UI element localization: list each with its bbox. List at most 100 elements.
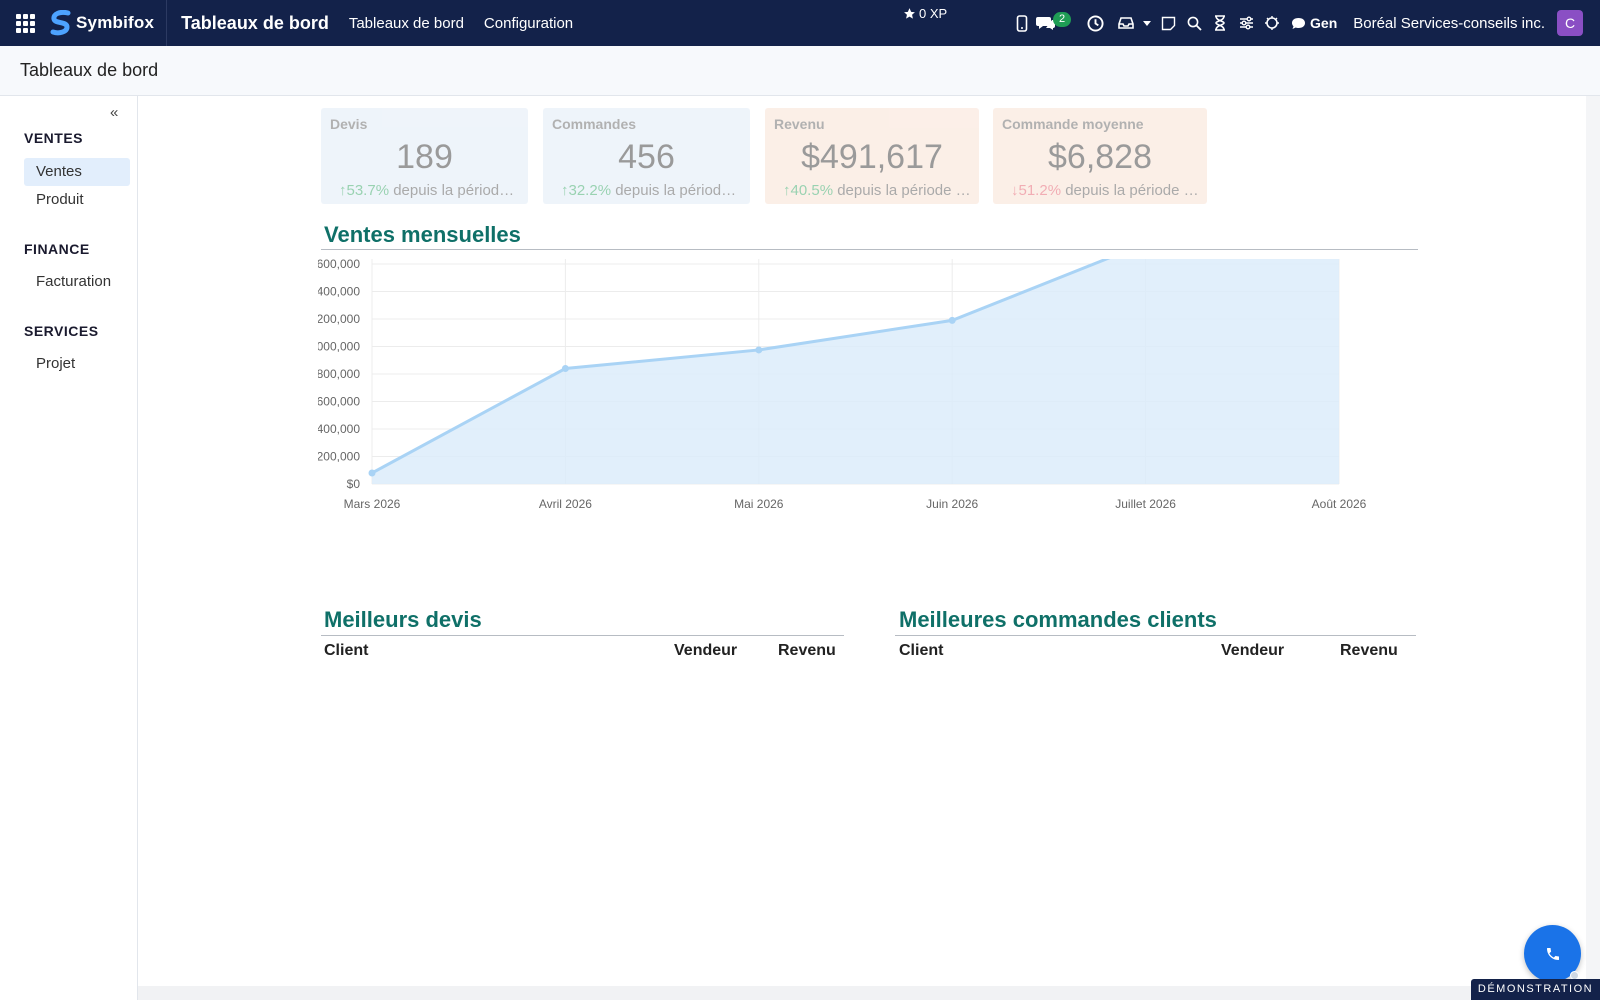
messages-icon[interactable]: 2 (1036, 11, 1076, 35)
brand[interactable]: Symbifox (50, 0, 168, 46)
hourglass-icon[interactable] (1208, 11, 1232, 35)
kpi-value: $491,617 (801, 138, 943, 176)
kpi-trend-suffix: depuis la période précédente (837, 182, 973, 199)
xp-counter[interactable]: 0 XP (903, 6, 947, 21)
demo-ribbon: DÉMONSTRATION (1471, 979, 1600, 1000)
kpi-card-commande-moyenne[interactable]: Commande moyenne $6,828 ↓51.2% depuis la… (993, 108, 1207, 204)
y-tick-label: $400,000 (318, 422, 360, 436)
star-icon (904, 8, 915, 19)
x-tick-label: Mars 2026 (344, 497, 401, 511)
sales-area (372, 259, 1339, 484)
breadcrumb: Tableaux de bord (20, 60, 159, 80)
kpi-trend-suffix: depuis la période précédente (615, 182, 744, 199)
sidebar: « VENTES Ventes Produit FINANCE Facturat… (0, 96, 138, 1000)
kpi-card-devis[interactable]: Devis 189 ↑53.7% depuis la période précé… (321, 108, 528, 204)
activity-clock-icon[interactable] (1083, 11, 1107, 35)
chat-bubble-icon (1292, 17, 1306, 29)
x-tick-label: Mai 2026 (734, 497, 784, 511)
company-switcher[interactable]: Boréal Services-conseils inc. (1353, 14, 1545, 32)
kpi-trend: ↑53.7% depuis la période précédente (339, 182, 522, 199)
y-tick-label: $800,000 (318, 367, 360, 381)
sidebar-item-produit[interactable]: Produit (36, 191, 84, 208)
kpi-trend-suffix: depuis la période précédente (393, 182, 522, 199)
x-tick-label: Avril 2026 (539, 497, 592, 511)
sidebar-section-services: SERVICES (24, 323, 99, 339)
phone-call-button[interactable] (1524, 925, 1581, 982)
inbox-icon[interactable] (1114, 11, 1138, 35)
search-icon[interactable] (1182, 11, 1206, 35)
mobile-icon[interactable] (1010, 11, 1034, 35)
arrow-up-icon: ↑ (783, 182, 791, 199)
monthly-sales-title: Ventes mensuelles (324, 222, 521, 247)
control-panel: Tableaux de bord (0, 46, 1600, 96)
app-menu-button[interactable] (0, 0, 50, 46)
top-navbar: Symbifox Tableaux de bord Tableaux de bo… (0, 0, 1600, 46)
sidebar-item-facturation[interactable]: Facturation (36, 273, 112, 290)
kpi-trend-value: 53.7% (346, 182, 390, 199)
best-quotes-title: Meilleurs devis (324, 607, 482, 632)
y-tick-label: $0 (347, 477, 361, 491)
caret-down-icon[interactable] (1140, 11, 1154, 35)
bottom-bar (138, 986, 1600, 1000)
section-divider (321, 249, 1418, 250)
kpi-trend-suffix: depuis la période précédente (1065, 182, 1201, 199)
sidebar-section-ventes: VENTES (24, 130, 84, 146)
data-point (368, 469, 376, 477)
apps-grid-icon (15, 13, 35, 33)
column-header-client[interactable]: Client (324, 642, 369, 659)
arrow-down-icon: ↓ (1011, 182, 1019, 199)
app-title[interactable]: Tableaux de bord (181, 12, 329, 33)
kpi-trend-value: 40.5% (790, 182, 834, 199)
brand-name: Symbifox (76, 13, 155, 32)
kpi-card-commandes[interactable]: Commandes 456 ↑32.2% depuis la période p… (543, 108, 750, 204)
column-header-revenu[interactable]: Revenu (1340, 642, 1398, 659)
kpi-trend: ↑40.5% depuis la période précédente (783, 182, 973, 199)
sidebar-item-ventes[interactable]: Ventes (24, 158, 130, 186)
arrow-up-icon: ↑ (561, 182, 569, 199)
menu-dashboards[interactable]: Tableaux de bord (348, 14, 464, 32)
y-tick-label: $600,000 (318, 395, 360, 409)
kpi-value: $6,828 (1048, 138, 1152, 176)
y-tick-label: $1,000,000 (318, 340, 360, 354)
column-header-vendeur[interactable]: Vendeur (1221, 642, 1285, 659)
kpi-title: Devis (330, 116, 368, 132)
column-header-client[interactable]: Client (899, 642, 944, 659)
kpi-card-revenu[interactable]: Revenu $491,617 ↑40.5% depuis la période… (765, 108, 979, 204)
gen-label: Gen (1310, 15, 1338, 31)
kpi-title: Commandes (552, 116, 637, 132)
data-point (755, 346, 763, 354)
collapse-sidebar-icon[interactable]: « (110, 104, 119, 121)
arrow-up-icon: ↑ (339, 182, 347, 199)
xp-value: 0 XP (919, 6, 948, 21)
kpi-trend-value: 32.2% (568, 182, 612, 199)
messages-badge: 2 (1053, 12, 1072, 27)
y-tick-label: $1,400,000 (318, 285, 360, 299)
y-tick-label: $1,600,000 (318, 259, 360, 271)
section-divider (321, 635, 844, 636)
column-header-vendeur[interactable]: Vendeur (674, 642, 738, 659)
kpi-value: 189 (396, 138, 453, 176)
sales-line (371, 259, 1111, 475)
sliders-icon[interactable] (1234, 11, 1258, 35)
phone-icon (1546, 947, 1559, 960)
brand-logo-icon (50, 10, 71, 36)
gen-button[interactable]: Gen (1291, 15, 1337, 31)
systray: 2 Gen Boréal Services-conseils i (1009, 0, 1600, 46)
column-header-revenu[interactable]: Revenu (778, 642, 836, 659)
x-tick-label: Juillet 2026 (1115, 497, 1176, 511)
x-tick-label: Août 2026 (1312, 497, 1367, 511)
kpi-trend: ↑32.2% depuis la période précédente (561, 182, 744, 199)
menu-configuration[interactable]: Configuration (483, 14, 574, 32)
note-icon[interactable] (1156, 11, 1180, 35)
y-tick-label: $200,000 (318, 450, 360, 464)
bug-icon[interactable] (1260, 11, 1284, 35)
y-tick-label: $1,200,000 (318, 312, 360, 326)
sidebar-item-projet[interactable]: Projet (36, 355, 76, 372)
vertical-scrollbar[interactable] (1586, 96, 1600, 986)
best-orders-title: Meilleures commandes clients (899, 607, 1217, 632)
user-avatar[interactable]: C (1557, 10, 1583, 36)
x-tick-label: Juin 2026 (926, 497, 978, 511)
data-point (948, 316, 956, 324)
kpi-value: 456 (618, 138, 675, 176)
kpi-title: Commande moyenne (1002, 116, 1144, 132)
